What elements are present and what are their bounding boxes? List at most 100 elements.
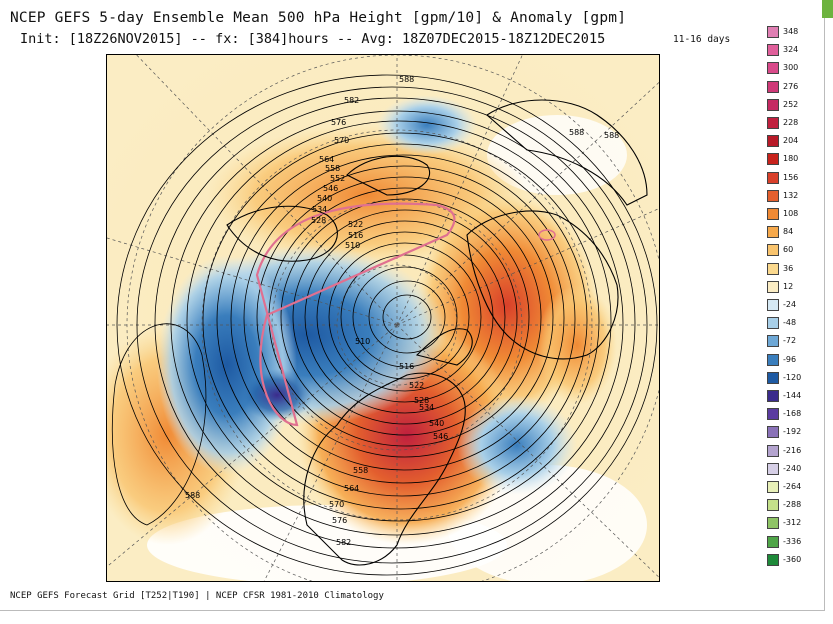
contour-label: 588 <box>399 75 414 84</box>
colorbar-entry: 252 <box>767 98 827 111</box>
contour-label: 510 <box>345 241 360 250</box>
contour-label: 558 <box>325 164 340 173</box>
colorbar-swatch <box>767 189 779 202</box>
footer-credit: NCEP GEFS Forecast Grid [T252|T190] | NC… <box>10 591 384 601</box>
contour-label: 564 <box>319 155 334 164</box>
forecast-range-label: 11-16 days <box>673 34 731 45</box>
colorbar-swatch <box>767 499 779 512</box>
colorbar-swatch <box>767 117 779 129</box>
colorbar-entry: -240 <box>767 462 827 475</box>
contour-label: 516 <box>399 362 414 371</box>
colorbar-swatch <box>767 299 779 311</box>
colorbar-entry: 36 <box>767 262 827 275</box>
colorbar-entry: 204 <box>767 135 827 148</box>
contour-label: 522 <box>348 220 363 229</box>
colorbar-label: -264 <box>783 482 802 491</box>
colorbar-label: 348 <box>783 27 799 36</box>
colorbar-entry: -288 <box>767 499 827 512</box>
colorbar-swatch <box>767 44 779 57</box>
colorbar-entry: -312 <box>767 517 827 530</box>
contour-label: 516 <box>348 231 363 240</box>
colorbar-entry: 228 <box>767 117 827 129</box>
contour-label: 540 <box>317 194 332 203</box>
contour-label: 528 <box>414 396 429 405</box>
page-subtitle: Init: [18Z26NOV2015] -- fx: [384]hours -… <box>20 31 606 47</box>
contour-label: 528 <box>311 216 326 225</box>
colorbar-label: -216 <box>783 445 802 455</box>
contour-label: 564 <box>344 484 359 493</box>
colorbar-entry: -216 <box>767 444 827 457</box>
colorbar-swatch <box>767 26 779 38</box>
colorbar-entry: -72 <box>767 335 827 348</box>
colorbar-label: 60 <box>783 245 794 255</box>
colorbar-entry: 180 <box>767 153 827 166</box>
colorbar-swatch <box>767 481 779 493</box>
hemisphere-map: 588 582 576 570 564 558 552 546 540 534 … <box>106 54 660 582</box>
colorbar-label: -192 <box>783 427 802 437</box>
colorbar-entry: 156 <box>767 171 827 184</box>
colorbar-label: 132 <box>783 190 799 200</box>
contour-label: 522 <box>409 381 424 390</box>
colorbar-entry: -120 <box>767 371 827 384</box>
colorbar-swatch <box>767 317 779 330</box>
colorbar-swatch <box>767 371 779 384</box>
colorbar-swatch <box>767 226 779 239</box>
colorbar-entry: -336 <box>767 535 827 548</box>
colorbar-label: 276 <box>783 81 799 91</box>
colorbar-label: -48 <box>783 318 797 328</box>
contour-label: 588 <box>185 491 200 500</box>
colorbar-label: -24 <box>783 300 797 309</box>
colorbar-swatch <box>767 171 779 184</box>
colorbar-label: -144 <box>783 391 802 400</box>
contour-label: 570 <box>329 500 344 509</box>
colorbar-entry: 276 <box>767 80 827 93</box>
anomaly-colorbar: 348 324 300 276 252 228 204 180 156 132 108 84 60 36 1… <box>767 26 827 574</box>
colorbar-entry: -168 <box>767 408 827 421</box>
colorbar-label: -120 <box>783 372 802 382</box>
colorbar-label: 204 <box>783 136 799 146</box>
colorbar-swatch <box>767 426 779 439</box>
page-title: NCEP GEFS 5-day Ensemble Mean 500 hPa He… <box>10 10 627 26</box>
colorbar-entry: 108 <box>767 208 827 220</box>
colorbar-swatch <box>767 98 779 111</box>
colorbar-entry: 84 <box>767 226 827 239</box>
colorbar-label: 252 <box>783 99 799 109</box>
contour-label: 588 <box>604 131 619 140</box>
colorbar-entry: 132 <box>767 189 827 202</box>
contour-label: 540 <box>429 419 444 428</box>
contour-label: 576 <box>331 118 346 127</box>
colorbar-label: 300 <box>783 63 799 73</box>
colorbar-entry: 324 <box>767 44 827 57</box>
colorbar-entry: -24 <box>767 299 827 311</box>
colorbar-swatch <box>767 462 779 475</box>
colorbar-swatch <box>767 208 779 220</box>
colorbar-swatch <box>767 135 779 148</box>
colorbar-swatch <box>767 280 779 293</box>
contour-label: 570 <box>334 136 349 145</box>
colorbar-label: 84 <box>783 227 794 237</box>
colorbar-label: 36 <box>783 263 794 273</box>
colorbar-label: -72 <box>783 336 797 346</box>
colorbar-label: 12 <box>783 281 794 291</box>
corner-tab <box>822 0 833 18</box>
colorbar-label: 180 <box>783 154 799 164</box>
contour-label: 534 <box>419 403 434 412</box>
contour-label: 588 <box>569 128 584 137</box>
contour-label: 534 <box>312 205 327 214</box>
contour-label: 546 <box>433 432 448 441</box>
colorbar-entry: 300 <box>767 62 827 75</box>
colorbar-swatch <box>767 80 779 93</box>
colorbar-label: -168 <box>783 409 802 419</box>
colorbar-label: 156 <box>783 172 799 182</box>
contour-label: 546 <box>323 184 338 193</box>
colorbar-entry: -192 <box>767 426 827 439</box>
colorbar-swatch <box>767 262 779 275</box>
colorbar-swatch <box>767 244 779 257</box>
colorbar-swatch <box>767 408 779 421</box>
colorbar-entry: 12 <box>767 280 827 293</box>
colorbar-swatch <box>767 535 779 548</box>
colorbar-entry: -96 <box>767 353 827 366</box>
colorbar-label: -96 <box>783 354 797 364</box>
colorbar-swatch <box>767 353 779 366</box>
colorbar-swatch <box>767 517 779 530</box>
